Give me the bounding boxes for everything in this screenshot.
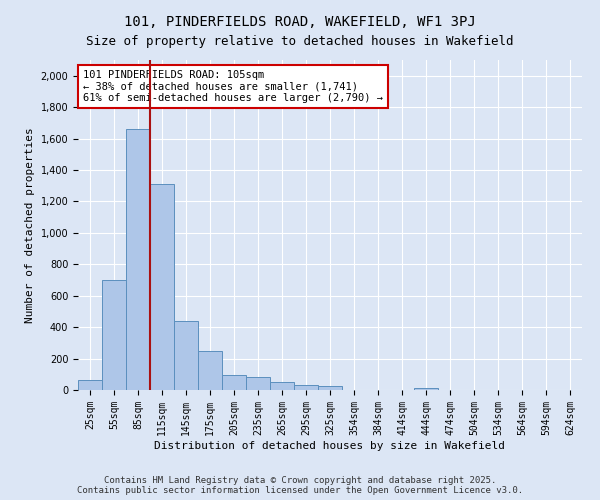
Bar xyxy=(150,184,174,390)
Text: 101 PINDERFIELDS ROAD: 105sqm
← 38% of detached houses are smaller (1,741)
61% o: 101 PINDERFIELDS ROAD: 105sqm ← 38% of d… xyxy=(83,70,383,103)
Bar xyxy=(294,384,318,390)
Bar xyxy=(246,378,270,390)
Y-axis label: Number of detached properties: Number of detached properties xyxy=(25,127,35,323)
Bar xyxy=(270,382,294,390)
Bar xyxy=(414,388,438,390)
Bar xyxy=(198,350,222,390)
Text: Contains HM Land Registry data © Crown copyright and database right 2025.
Contai: Contains HM Land Registry data © Crown c… xyxy=(77,476,523,495)
Bar xyxy=(78,380,102,390)
Text: 101, PINDERFIELDS ROAD, WAKEFIELD, WF1 3PJ: 101, PINDERFIELDS ROAD, WAKEFIELD, WF1 3… xyxy=(124,15,476,29)
Bar xyxy=(126,129,150,390)
Bar xyxy=(318,386,342,390)
Bar xyxy=(222,375,246,390)
Bar xyxy=(102,280,126,390)
Bar xyxy=(174,321,198,390)
X-axis label: Distribution of detached houses by size in Wakefield: Distribution of detached houses by size … xyxy=(155,440,505,450)
Text: Size of property relative to detached houses in Wakefield: Size of property relative to detached ho… xyxy=(86,35,514,48)
